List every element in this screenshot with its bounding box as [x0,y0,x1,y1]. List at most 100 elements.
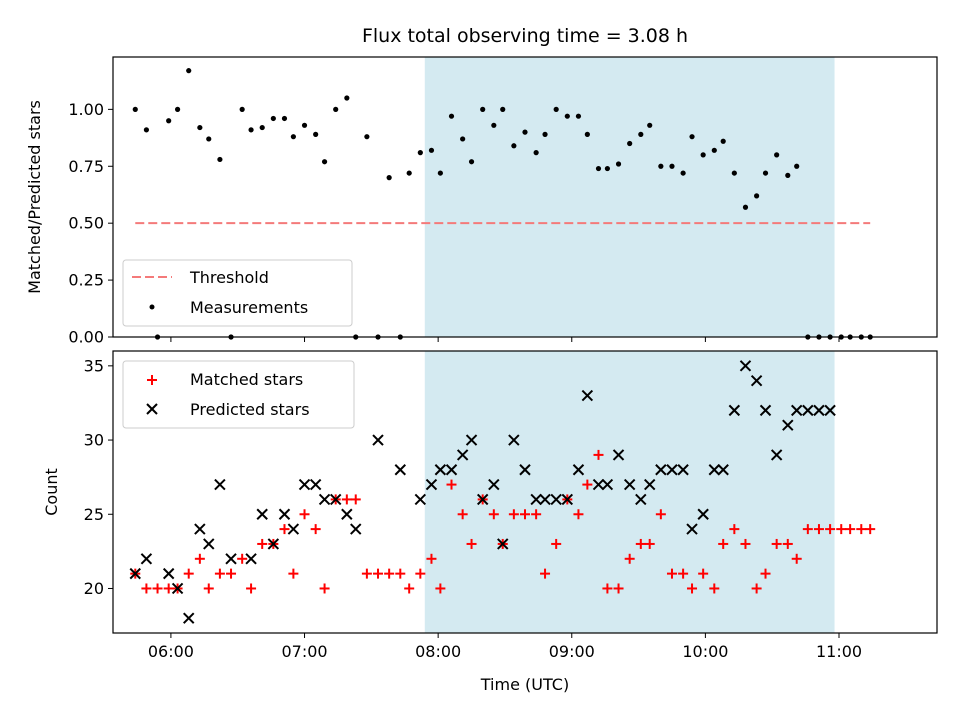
matched-star-point [666,568,677,579]
bottom-y-tick-label: 20 [84,579,104,598]
matched-star-point [709,583,720,594]
legend-matched-label: Matched stars [190,370,303,389]
matched-star-point [865,524,876,535]
measurement-point [533,150,539,156]
top-y-tick-label: 1.00 [68,100,104,119]
measurement-point [448,113,455,119]
measurement-point [270,115,276,122]
predicted-star-point [530,493,542,506]
predicted-star-point [341,508,353,520]
predicted-star-point [824,404,836,417]
matched-star-point [771,538,782,549]
predicted-star-point [623,478,636,491]
top-y-axis-label: Matched/Predicted stars [25,100,44,294]
predicted-star-point [697,508,709,520]
matched-star-point [183,568,194,579]
matched-star-point [836,524,847,535]
matched-star-point [488,509,499,520]
top-panel: 0.00 0.25 0.50 0.75 1.00 Flux total observin… [25,25,938,347]
matched-star-point [813,524,824,535]
matched-star-point [257,538,268,549]
matched-star-point [373,568,384,579]
measurement-point [542,131,548,137]
predicted-star-point [759,404,772,417]
matched-star-point [457,509,468,520]
predicted-star-point [445,464,458,476]
predicted-star-point [750,374,763,387]
chart-title: Flux total observing time = 3.08 h [362,25,688,47]
measurement-point [785,172,791,178]
predicted-star-point [708,464,721,476]
measurement-point [669,163,675,169]
predicted-star-point [539,493,551,506]
bottom-y-axis-label: Count [42,468,61,516]
matched-star-point [319,583,330,594]
measurement-point [344,95,350,101]
top-y-tick-label: 0.50 [68,214,104,233]
measurement-point [700,152,706,158]
predicted-star-point [550,493,562,506]
matched-star-point [350,494,361,505]
matched-star-point [435,583,446,594]
predicted-star-point [434,464,447,476]
matched-star-point [856,524,867,535]
predicted-star-point [183,612,195,624]
predicted-star-point [572,464,585,476]
legend-predicted-label: Predicted stars [190,400,310,419]
matched-star-point [751,583,762,594]
matched-star-point [845,524,856,535]
measurement-point [290,134,296,140]
predicted-star-point [592,478,605,491]
matched-star-point [446,479,457,490]
matched-star-point [426,553,437,564]
measurement-point [321,159,328,165]
bottom-y-tick-label: 35 [84,356,104,375]
measurements-series [132,68,873,340]
measurement-point [658,163,664,169]
predicted-star-point [644,478,656,491]
predicted-star-point [298,478,311,491]
top-y-tick-label: 0.75 [68,157,104,176]
matched-star-point [760,568,771,579]
matched-star-point [520,509,530,520]
matched-star-point [466,538,477,549]
measurement-point [720,138,726,144]
predicted-star-point [728,404,741,417]
measurement-point [584,131,590,137]
measurement-point [491,122,497,128]
predicted-star-point [601,478,614,491]
matched-star-point [415,568,426,579]
predicted-star-point [425,478,438,491]
legend-measurements-label: Measurements [190,298,308,317]
predicted-star-point [414,493,427,506]
predicted-star-point [245,553,257,565]
measurement-point [711,147,717,153]
measurement-point [595,165,602,172]
matched-star-point [310,524,321,535]
observing-window-shade-bottom [424,351,835,633]
measurement-point [143,127,150,133]
matched-star-point [237,553,248,564]
measurement-point [754,193,760,199]
predicted-star-point [350,523,362,535]
predicted-star-point [162,567,175,580]
x-tick-label: 08:00 [415,642,461,661]
predicted-star-point [318,493,331,506]
predicted-star-point [813,404,825,417]
matched-star-point [288,568,299,579]
measurement-point [217,156,223,163]
measurement-point [500,106,506,112]
predicted-star-point [214,478,226,491]
predicted-star-point [739,360,752,372]
matched-star-point [152,583,163,594]
matched-star-point [624,553,635,564]
measurement-point [333,106,339,112]
measurement-point [731,170,737,176]
matched-star-point [508,509,519,520]
matched-star-point [593,449,604,460]
predicted-star-point [267,538,280,550]
matched-star-point [531,509,542,520]
matched-star-point [141,583,152,594]
predicted-star-point [129,567,141,580]
